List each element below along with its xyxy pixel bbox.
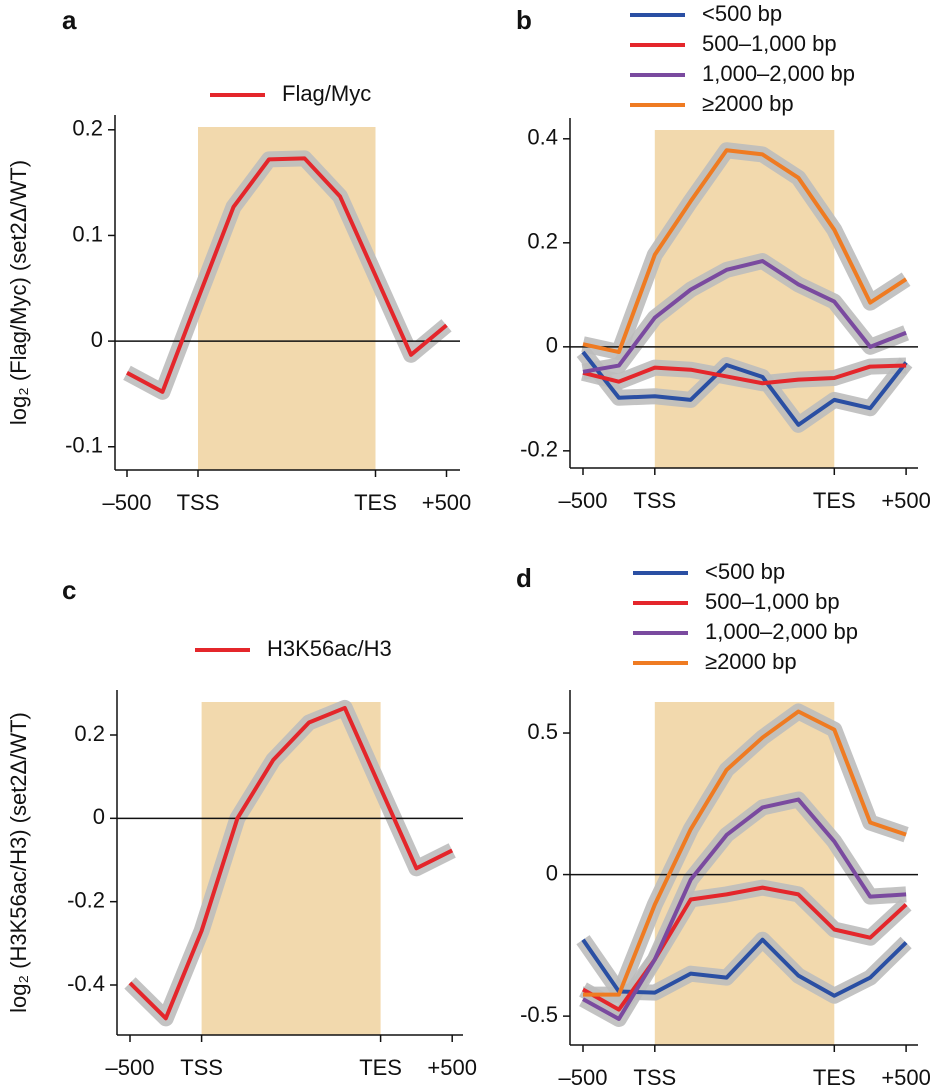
x-tick-label: TES: [813, 1065, 856, 1090]
gene-body-shade: [198, 127, 376, 470]
y-tick-label: -0.1: [65, 433, 103, 458]
x-tick-label: –500: [106, 1055, 155, 1080]
legend-label: Flag/Myc: [282, 81, 371, 106]
x-tick-label: –500: [559, 1065, 608, 1090]
line: [582, 885, 908, 1012]
x-tick-label: +500: [422, 490, 472, 515]
x-tick-label: –500: [103, 490, 152, 515]
line: [582, 259, 907, 374]
x-tick-label: TSS: [180, 1055, 223, 1080]
x-tick-label: TES: [354, 490, 397, 515]
y-tick-label: 0: [546, 333, 558, 358]
legend-label: H3K56ac/H3: [267, 636, 392, 661]
panel-letter: d: [516, 563, 532, 593]
legend-label: ≥2000 bp: [702, 91, 794, 116]
y-tick-label: -0.2: [520, 437, 558, 462]
y-tick-label: 0: [93, 804, 105, 829]
line: [581, 350, 908, 427]
y-tick-label: 0: [91, 327, 103, 352]
line: [582, 363, 907, 386]
x-tick-label: TSS: [633, 1065, 676, 1090]
line: [582, 148, 908, 355]
y-axis-label: log₂ (H3K56ac/H3) (set2Δ/WT): [6, 712, 31, 1013]
panel-letter: a: [62, 5, 77, 35]
y-axis-label: log₂ (Flag/Myc) (set2Δ/WT): [6, 160, 31, 425]
y-tick-label: 0.2: [527, 229, 558, 254]
x-tick-label: TES: [359, 1055, 402, 1080]
legend-label: ≥2000 bp: [705, 649, 797, 674]
y-tick-label: 0.4: [527, 125, 558, 150]
line: [126, 156, 448, 394]
y-tick-label: 0.2: [72, 116, 103, 141]
gene-body-shade: [201, 702, 381, 1035]
line: [582, 797, 907, 1021]
x-tick-label: +500: [427, 1055, 477, 1080]
x-tick-label: TES: [813, 488, 856, 513]
x-tick-label: TSS: [177, 490, 220, 515]
legend-label: <500 bp: [705, 559, 785, 584]
legend-label: <500 bp: [702, 1, 782, 26]
y-tick-label: 0: [546, 860, 558, 885]
x-tick-label: +500: [881, 1065, 931, 1090]
x-tick-label: +500: [881, 488, 931, 513]
line: [128, 705, 454, 1021]
y-tick-label: 0.1: [72, 221, 103, 246]
y-tick-label: -0.2: [67, 887, 105, 912]
y-tick-label: -0.5: [520, 1002, 558, 1027]
x-tick-label: –500: [559, 488, 608, 513]
x-tick-label: TSS: [633, 488, 676, 513]
y-tick-label: 0.2: [74, 721, 105, 746]
panel-letter: c: [62, 575, 76, 605]
line: [583, 709, 907, 997]
legend-label: 1,000–2,000 bp: [702, 61, 855, 86]
legend-label: 1,000–2,000 bp: [705, 619, 858, 644]
y-tick-label: -0.4: [67, 971, 105, 996]
panel-letter: b: [516, 5, 532, 35]
legend-label: 500–1,000 bp: [702, 31, 837, 56]
y-tick-label: 0.5: [527, 719, 558, 744]
legend-label: 500–1,000 bp: [705, 589, 840, 614]
